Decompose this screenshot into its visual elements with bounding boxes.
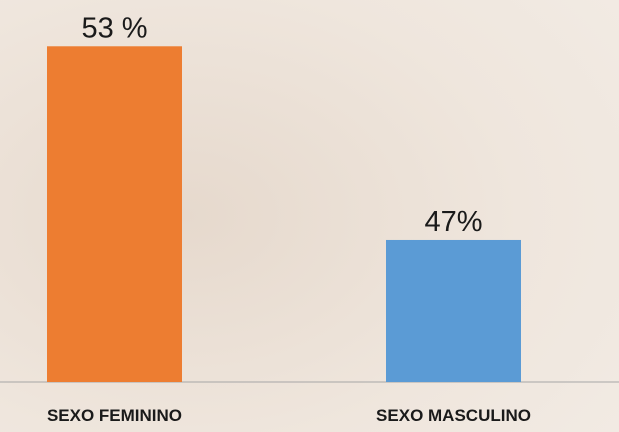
bar (47, 46, 182, 382)
value-label: 47% (424, 206, 482, 238)
x-tick-label: SEXO MASCULINO (376, 406, 531, 425)
x-tick-label: SEXO FEMININO (47, 406, 182, 425)
bar (386, 239, 521, 382)
value-label: 53 % (81, 12, 147, 44)
